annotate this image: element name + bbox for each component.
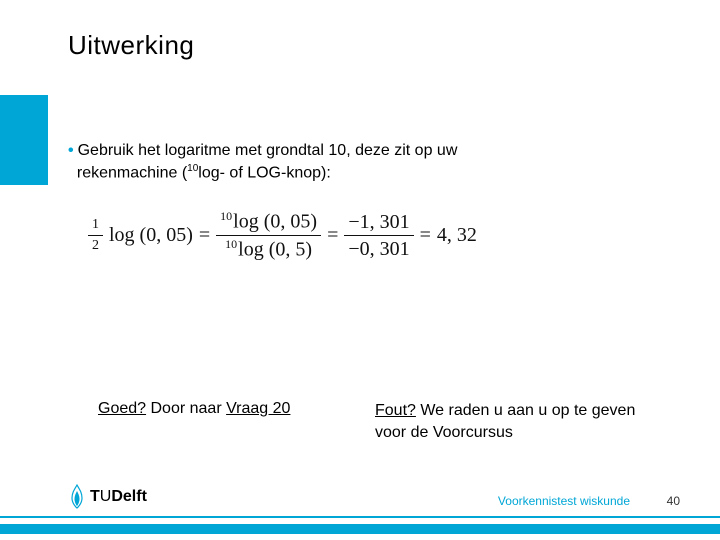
page-number: 40	[667, 494, 680, 508]
logo-t: T	[90, 488, 100, 505]
eq-rhs-num: −1, 301	[344, 211, 413, 233]
eq-mid-den: log (0, 5)	[238, 238, 312, 260]
logo-text: TUDelft	[90, 488, 147, 506]
bullet-line2a: rekenmachine (	[77, 165, 187, 182]
eq-lhs-exponent-frac: 1 2	[88, 217, 103, 253]
eq-mid-frac: 10log (0, 05) 10log (0, 5)	[216, 210, 321, 260]
logo-u: U	[100, 488, 112, 505]
bullet-sup: 10	[187, 163, 198, 174]
footer-rule-thick	[0, 524, 720, 534]
tudelft-logo: TUDelft	[68, 484, 147, 510]
eq-result: 4, 32	[437, 224, 477, 247]
bullet-line1: Gebruik het logaritme met grondtal 10, d…	[78, 142, 458, 159]
bullet-line2b: log- of LOG-knop):	[198, 165, 331, 182]
correct-prompt: Goed? Door naar Vraag 20	[98, 400, 290, 418]
bullet-dot: •	[68, 142, 74, 159]
incorrect-prompt: Fout? We raden u aan u op te geven voor …	[375, 400, 665, 443]
footer-rule-thin	[0, 516, 720, 518]
eq-mid-num: log (0, 05)	[233, 211, 317, 233]
eq-lhs: log (0, 05)	[109, 224, 193, 247]
eq-mid-num-pre: 10	[220, 209, 232, 223]
equation: 1 2 log (0, 05) = 10log (0, 05) 10log (0…	[88, 210, 648, 260]
goed-mid: Door naar	[146, 400, 226, 417]
fout-prefix: Fout?	[375, 402, 416, 419]
accent-bar-left	[0, 95, 48, 185]
logo-name: Delft	[111, 488, 147, 505]
flame-icon	[68, 484, 86, 510]
eq-rhs-den: −0, 301	[344, 238, 413, 260]
slide-title: Uitwerking	[68, 30, 194, 61]
eq-sign3: =	[420, 224, 431, 247]
eq-sign2: =	[327, 224, 338, 247]
eq-sign1: =	[199, 224, 210, 247]
eq-mid-den-pre: 10	[225, 237, 237, 251]
footer-text: Voorkennistest wiskunde	[498, 494, 630, 508]
bullet-paragraph: •Gebruik het logaritme met grondtal 10, …	[68, 140, 628, 185]
goed-link[interactable]: Vraag 20	[226, 400, 290, 417]
goed-prefix: Goed?	[98, 400, 146, 417]
eq-rhs-frac: −1, 301 −0, 301	[344, 211, 413, 260]
